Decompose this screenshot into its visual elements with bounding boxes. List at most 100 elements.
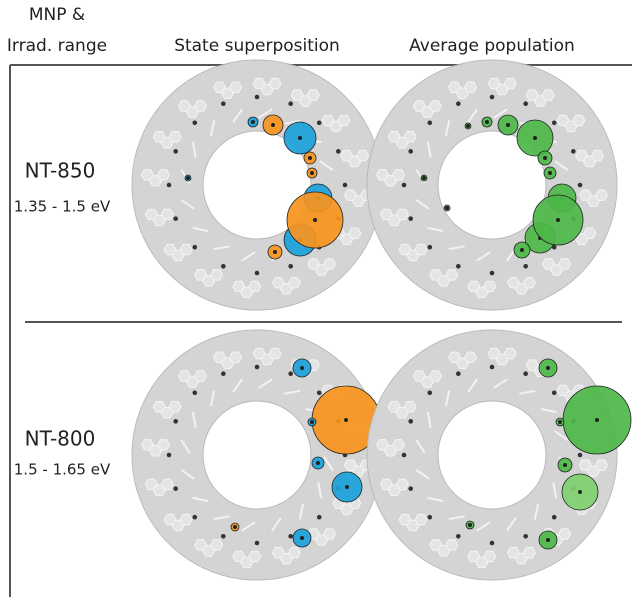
chain	[493, 108, 508, 119]
ring-edge	[437, 400, 547, 510]
site-dot	[408, 149, 413, 154]
chain	[258, 108, 273, 119]
chain	[448, 245, 465, 251]
site-dot	[336, 149, 341, 154]
hex	[287, 546, 302, 559]
chain	[209, 120, 216, 137]
site-dot	[300, 366, 304, 370]
hex	[193, 100, 208, 112]
chain	[554, 430, 569, 441]
hex	[557, 528, 572, 540]
site-dot	[316, 461, 320, 465]
chain	[427, 496, 444, 503]
hex	[572, 114, 586, 127]
chain	[552, 482, 558, 499]
hex	[248, 550, 262, 563]
site-dot	[571, 149, 576, 154]
hex	[428, 370, 443, 382]
site-dot	[273, 250, 277, 254]
hex	[322, 258, 337, 270]
hex	[356, 149, 370, 162]
site-dot	[313, 218, 317, 222]
site-dot	[578, 490, 582, 494]
chain	[232, 108, 243, 123]
site-dot	[288, 371, 293, 376]
row-range: 1.5 - 1.65 eV	[14, 461, 111, 479]
chain	[444, 120, 451, 137]
hex	[160, 208, 174, 221]
site-dot	[577, 452, 583, 458]
site-dot	[298, 136, 302, 140]
site-dot	[288, 101, 293, 106]
site-dot	[254, 540, 260, 546]
site-dot	[445, 206, 449, 210]
chain	[180, 199, 195, 210]
site-dot	[489, 364, 495, 370]
site-dot	[192, 390, 198, 396]
site-dot	[466, 124, 470, 128]
site-dot	[186, 176, 190, 180]
hex	[322, 528, 337, 540]
row-name: NT-850	[25, 159, 96, 183]
hex	[193, 370, 208, 382]
hex	[395, 208, 409, 221]
hex	[228, 351, 243, 364]
site-dot	[520, 248, 524, 252]
site-dot	[408, 486, 413, 491]
chain	[271, 517, 282, 532]
hex	[541, 89, 555, 101]
site-dot	[233, 525, 237, 529]
site-dot	[221, 264, 226, 269]
site-dot	[166, 452, 172, 458]
site-dot	[316, 120, 322, 126]
chain	[426, 141, 432, 158]
site-dot	[563, 463, 567, 467]
chain	[415, 439, 426, 454]
hex	[414, 513, 428, 526]
chain	[493, 378, 508, 389]
hex	[428, 100, 443, 112]
site-dot	[523, 264, 528, 269]
chain	[519, 389, 536, 395]
hex	[337, 114, 351, 127]
hex	[403, 401, 417, 413]
site-dot	[254, 364, 260, 370]
site-dot	[523, 371, 528, 376]
column-header: State superposition	[174, 36, 340, 56]
hex	[594, 459, 609, 471]
chain	[298, 503, 305, 520]
site-dot	[173, 419, 178, 424]
site-dot	[254, 270, 260, 276]
site-dot	[221, 371, 226, 376]
hex	[210, 269, 224, 281]
hex	[179, 513, 193, 526]
hex	[391, 439, 406, 451]
site-dot	[221, 534, 226, 539]
hex	[557, 258, 572, 270]
site-dot	[456, 534, 461, 539]
chain	[284, 119, 301, 125]
chain	[213, 245, 230, 251]
site-dot	[595, 418, 599, 422]
chain	[317, 482, 323, 499]
header-line: Irrad. range	[7, 36, 107, 56]
site-dot	[422, 176, 426, 180]
site-dot	[551, 120, 557, 126]
chain	[427, 226, 444, 233]
site-dot	[523, 101, 528, 106]
hex	[503, 77, 517, 90]
chain	[191, 411, 197, 428]
site-dot	[548, 171, 552, 175]
rings	[131, 59, 632, 581]
chain	[467, 108, 478, 123]
site-dot	[456, 371, 461, 376]
site-dot	[546, 538, 550, 542]
chain	[554, 160, 569, 171]
site-dot	[489, 270, 495, 276]
site-dot	[401, 452, 407, 458]
chain	[319, 160, 334, 171]
hex	[210, 539, 224, 551]
site-dot	[251, 120, 255, 124]
row-name: NT-800	[25, 427, 96, 451]
